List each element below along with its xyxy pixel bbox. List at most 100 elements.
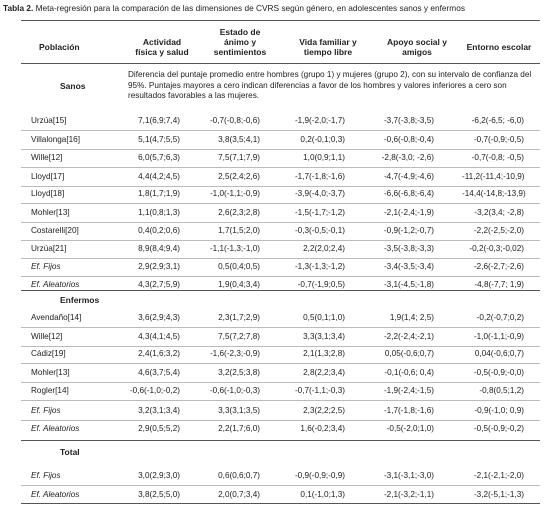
- header-line: Actividad: [142, 37, 182, 47]
- row-label: Ef. Aleatorios: [31, 424, 80, 433]
- table-cell: -3,2(-5,1;-1,3): [473, 490, 524, 499]
- table-cell: -3,1(-3,1;-3,0): [383, 471, 434, 480]
- row-divider: [21, 276, 540, 277]
- table-cell: 2,4(1,6;3,2): [138, 349, 180, 358]
- table-cell: -3,7(-3,8;-3,5): [383, 116, 434, 125]
- header-poblacion: Población: [39, 42, 80, 52]
- header-line: Entorno escolar: [466, 42, 532, 52]
- table-cell: -1,5(-1,7;-1,2): [294, 208, 345, 217]
- table-cell: -0,5(-0,9;-0,2): [473, 424, 524, 433]
- row-divider: [21, 440, 540, 441]
- table-cell: -0,6(-0,8;-0,4): [383, 135, 434, 144]
- table-cell: -2,8(-3,0; -2,6): [381, 153, 434, 162]
- row-label: Lloyd[18]: [31, 189, 65, 198]
- table-cell: 3,8(2,5;5,0): [138, 490, 180, 499]
- table-cell: 2,1(1,3;2,8): [303, 349, 345, 358]
- row-divider: [21, 240, 540, 241]
- table-cell: 1,7(1,5;2,0): [218, 226, 260, 235]
- header-line: tiempo libre: [303, 47, 353, 57]
- table-cell: -3,5(-3,8;-3,3): [383, 244, 434, 253]
- table-cell: -0,1(-0,6; 0,4): [384, 368, 434, 377]
- table-cell: -2,2(-2,4;-2,1): [383, 332, 434, 341]
- table-cell: -0,7(-1,9;0,5): [297, 280, 345, 289]
- table-cell: -3,4(-3,5;-3,4): [383, 262, 434, 271]
- section-sanos: Sanos: [60, 81, 86, 91]
- row-label: Urzúa[21]: [31, 244, 67, 253]
- table-cell: -0,9(-1,2;-0,7): [383, 226, 434, 235]
- header-entorno-escolar: Entorno escolar: [458, 42, 540, 52]
- row-label: Ef. Aleatorios: [31, 280, 80, 289]
- table-cell: -2,1(-3,2;-1,1): [383, 490, 434, 499]
- table-cell: -0,7(-1,1;-0,3): [294, 386, 345, 395]
- table-cell: 1,6(-0,2;3,4): [300, 424, 345, 433]
- row-label: Ef. Fijos: [31, 406, 61, 415]
- section-enfermos: Enfermos: [60, 295, 100, 305]
- table-cell: -11,2(-11,4;-10,9): [462, 172, 525, 181]
- table-cell: 1,8(1,7;1,9): [138, 189, 180, 198]
- header-line: Estado de: [219, 27, 261, 37]
- table-cell: -4,7(-4,9;-4,6): [383, 172, 434, 181]
- table-cell: 3,3(3,1;3,5): [218, 406, 260, 415]
- header-apoyo-social: Apoyo social y amigos: [372, 37, 462, 57]
- table-cell: 2,3(1,7;2,9): [218, 313, 260, 322]
- row-divider: [21, 167, 540, 168]
- row-divider: [21, 420, 540, 421]
- table-cell: 4,3(2,7;5,9): [138, 280, 180, 289]
- table-caption: Tabla 2. Meta-regresión para la comparac…: [3, 3, 548, 13]
- table-cell: 2,9(0,5;5,2): [138, 424, 180, 433]
- row-divider: [21, 149, 540, 150]
- row-divider: [21, 222, 540, 223]
- row-divider: [21, 130, 540, 131]
- table-cell: 0,4(0,2;0,6): [138, 226, 180, 235]
- row-divider: [21, 485, 540, 486]
- row-divider: [21, 327, 540, 328]
- table-cell: -3,2(3,4; -2,8): [474, 208, 524, 217]
- row-label: Avendaño[14]: [31, 313, 82, 322]
- table-cell: -0,6(-1,0;-0,3): [209, 386, 260, 395]
- table-cell: -1,3(-1,3;-1,2): [294, 262, 345, 271]
- caption-text: Meta-regresión para la comparación de la…: [33, 3, 465, 13]
- table-cell: 2,2(2,0;2,4): [303, 244, 345, 253]
- table-cell: -1,6(-2,3;-0,9): [209, 349, 260, 358]
- table-cell: -1,0(-1,1;-0,9): [209, 189, 260, 198]
- table-cell: 0,2(-0,1;0,3): [300, 135, 345, 144]
- table-cell: 2,5(2,4;2,6): [218, 172, 260, 181]
- table-cell: 2,0(0,7;3,4): [218, 490, 260, 499]
- row-label: Costarelli[20]: [31, 226, 79, 235]
- table-cell: 3,8(3,5;4,1): [218, 135, 260, 144]
- table-cell: -0,5(-2,0;1,0): [386, 424, 434, 433]
- header-actividad: Actividad física y salud: [122, 37, 202, 57]
- header-line: ánimo y: [223, 37, 257, 47]
- table-cell: -2,6(-2,7;-2,6): [473, 262, 524, 271]
- row-label: Mohler[13]: [31, 208, 70, 217]
- header-line: Vida familiar y: [299, 37, 357, 47]
- row-label: Villalonga[16]: [31, 135, 81, 144]
- table-cell: -0,2(-0,7;0,2): [476, 313, 524, 322]
- table-cell: -1,9(-2,0;-1,7): [294, 116, 345, 125]
- table-cell: 2,9(2,9;3,1): [138, 262, 180, 271]
- table-cell: -1,9(-2,4;-1,5): [383, 386, 434, 395]
- table-cell: -6,2(-6,5; -6,0): [471, 116, 524, 125]
- header-line: física y salud: [135, 47, 189, 57]
- table-cell: -1,1(-1,3;-1,0): [209, 244, 260, 253]
- table-cell: -0,7(-0,8; -0,5): [471, 153, 524, 162]
- caption-label: Tabla 2.: [3, 3, 34, 13]
- header-vida-familiar: Vida familiar y tiempo libre: [283, 37, 373, 57]
- row-label: Rogler[14]: [31, 386, 69, 395]
- table-cell: -0,5(-0,9;-0,0): [473, 368, 524, 377]
- row-label: Wille[12]: [31, 332, 63, 341]
- table-cell: 2,6(2,3;2,8): [218, 208, 260, 217]
- table-cell: 0,5(0,1;1,0): [303, 313, 345, 322]
- table-cell: -4,8(-7,7; 1,9): [474, 280, 524, 289]
- table-cell: 4,3(4,1;4,5): [138, 332, 180, 341]
- table-cell: 1,1(0,8;1,3): [138, 208, 180, 217]
- table-cell: -6,6(-6,8;-6,4): [383, 189, 434, 198]
- table-cell: 3,3(3,1;3,4): [303, 332, 345, 341]
- table-cell: -0,2(-0,3;-0,02): [469, 244, 524, 253]
- table-cell: 7,5(7,2;7,8): [218, 332, 260, 341]
- table-cell: 1,9(1,4; 2,5): [389, 313, 434, 322]
- row-label: Mohler[13]: [31, 368, 70, 377]
- table-cell: 4,6(3,7;5,4): [138, 368, 180, 377]
- table-cell: 3,2(2,5;3,8): [218, 368, 260, 377]
- table-cell: 7,1(6,9;7,4): [138, 116, 180, 125]
